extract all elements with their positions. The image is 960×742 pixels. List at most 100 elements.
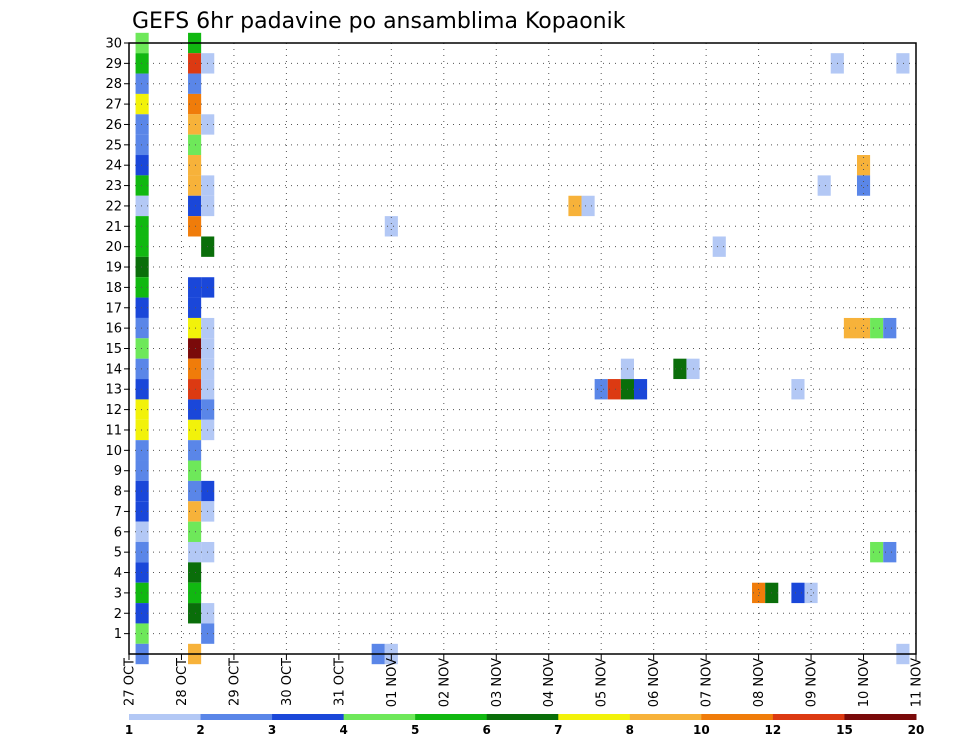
cell-41 [188, 277, 202, 298]
colorbar-label-7: 8 [626, 723, 634, 737]
cell-7 [135, 175, 149, 196]
plot-frame [128, 42, 917, 655]
cell-52 [188, 501, 202, 522]
x-tick-label-10: 06 NOV [647, 658, 662, 707]
x-tick-label-6: 02 NOV [437, 658, 452, 707]
grid-lines [129, 43, 916, 654]
cell-45 [188, 358, 202, 380]
y-tick-label-26: 26 [105, 118, 122, 133]
cell-46 [188, 379, 202, 400]
x-tick-label-15: 11 NOV [910, 658, 925, 707]
cell-2 [135, 73, 149, 94]
cell-49 [188, 440, 202, 461]
y-tick-label-25: 25 [105, 138, 122, 153]
chart-title: GEFS 6hr padavine po ansamblima Kopaonik [132, 9, 626, 34]
y-tick-label-15: 15 [105, 342, 122, 357]
colorbar-label-11: 20 [908, 723, 925, 737]
y-tick-label-9: 9 [114, 464, 122, 479]
cell-23 [135, 501, 149, 522]
cell-96 [843, 317, 857, 339]
cell-9 [135, 216, 149, 237]
x-tick-label-3: 30 OCT [280, 658, 295, 706]
y-tick-label-18: 18 [105, 281, 122, 296]
colorbar-segment-2 [272, 714, 345, 720]
colorbar-segment-3 [343, 714, 416, 720]
cell-51 [188, 480, 202, 502]
cell-14 [135, 317, 149, 339]
cell-15 [135, 338, 149, 359]
cell-93 [791, 379, 805, 400]
cell-37 [188, 155, 202, 176]
colorbar-segment-10 [844, 714, 917, 720]
cell-24 [135, 521, 149, 542]
y-tick-label-8: 8 [114, 485, 122, 500]
cell-16 [135, 358, 149, 380]
colorbar-label-8: 10 [693, 723, 710, 737]
cell-26 [135, 562, 149, 583]
y-tick-label-5: 5 [114, 546, 122, 561]
x-tick-label-12: 08 NOV [752, 658, 767, 707]
x-tick-label-4: 31 OCT [332, 658, 347, 706]
colorbar-segment-7 [629, 714, 702, 720]
cell-32 [188, 53, 202, 74]
x-tick-label-8: 04 NOV [542, 658, 557, 707]
colorbar: 1 2 3 4 5 6 7 8 10 12 15 20 [125, 714, 925, 737]
colorbar-label-1: 2 [196, 723, 204, 737]
y-tick-label-12: 12 [105, 403, 122, 418]
cell-84 [633, 379, 648, 400]
cell-57 [188, 603, 202, 624]
y-tick-label-24: 24 [105, 159, 122, 174]
x-tick-label-1: 28 OCT [175, 658, 190, 706]
colorbar-label-2: 3 [268, 723, 276, 737]
y-tick-label-14: 14 [105, 362, 122, 377]
cell-78 [384, 216, 398, 237]
cell-3 [135, 93, 149, 115]
y-tick-label-23: 23 [105, 179, 122, 194]
cell-99 [883, 317, 897, 339]
cell-28 [135, 603, 149, 624]
colorbar-label-0: 1 [125, 723, 133, 737]
cell-21 [135, 460, 149, 481]
x-axis: 27 OCT 28 OCT 29 OCT 30 OCT 31 OCT 01 NOV 02 N… [123, 654, 925, 707]
y-tick-label-10: 10 [105, 444, 122, 459]
cell-5 [135, 134, 149, 156]
colorbar-segment-4 [415, 714, 488, 720]
cell-1 [135, 53, 149, 74]
colorbar-segment-8 [701, 714, 774, 720]
cell-44 [188, 338, 202, 359]
x-tick-label-13: 09 NOV [805, 658, 820, 707]
colorbar-segment-0 [129, 714, 202, 720]
cell-55 [188, 562, 202, 583]
cell-11 [135, 256, 149, 278]
cell-50 [188, 460, 202, 481]
y-tick-label-28: 28 [105, 77, 122, 92]
cell-80 [581, 195, 595, 217]
cell-20 [135, 440, 149, 461]
cell-86 [673, 358, 687, 380]
y-tick-label-2: 2 [114, 607, 122, 622]
cell-38 [188, 175, 202, 196]
colorbar-segment-5 [486, 714, 559, 720]
cell-81 [594, 379, 608, 400]
colorbar-label-4: 5 [411, 723, 419, 737]
colorbar-label-6: 7 [554, 723, 562, 737]
cell-97 [856, 317, 871, 339]
y-tick-label-20: 20 [105, 240, 122, 255]
y-tick-label-4: 4 [114, 566, 122, 581]
cell-103 [883, 541, 897, 563]
y-tick-label-7: 7 [114, 505, 122, 520]
cell-18 [135, 399, 149, 420]
colorbar-segment-6 [558, 714, 631, 720]
cell-39 [188, 195, 202, 217]
cell-102 [870, 541, 884, 563]
cell-56 [188, 582, 202, 604]
x-tick-label-2: 29 OCT [227, 658, 242, 706]
cell-42 [188, 297, 202, 318]
heatmap-cells [135, 32, 910, 665]
cell-47 [188, 399, 202, 420]
cell-98 [870, 317, 884, 339]
colorbar-segment-9 [772, 714, 845, 720]
cell-12 [135, 277, 149, 298]
cell-88 [712, 236, 726, 257]
cell-13 [135, 297, 149, 318]
